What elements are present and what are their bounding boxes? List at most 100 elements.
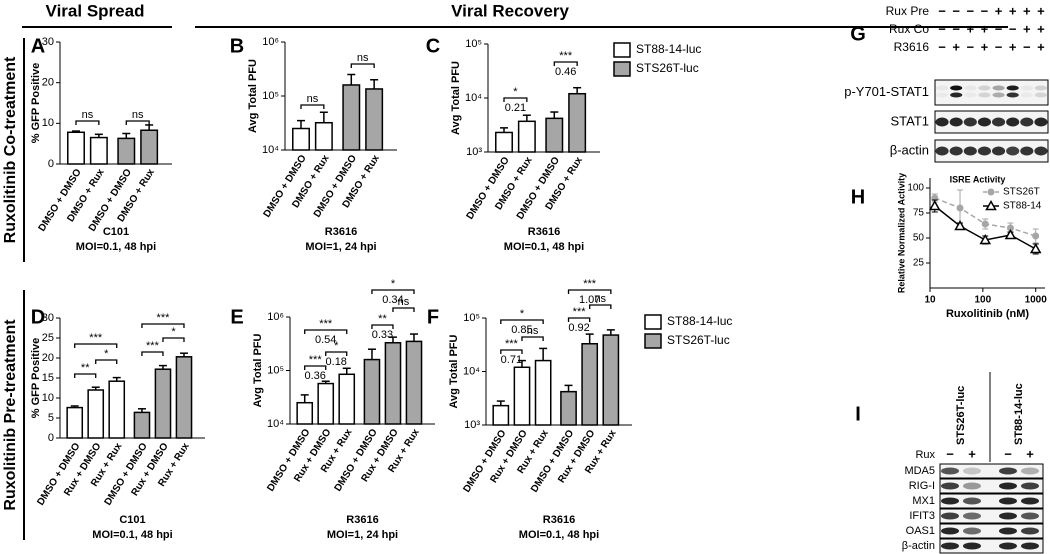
band [1034, 85, 1047, 91]
band [999, 482, 1017, 490]
blot-frame [939, 463, 1044, 479]
blot-label: β-actin [890, 142, 929, 157]
x-tick-label: 1000 [1025, 295, 1048, 306]
band [963, 497, 981, 505]
band [949, 117, 963, 127]
ratio-label: 0.33 [372, 329, 393, 341]
band [1020, 146, 1034, 156]
y-tick-label: 10⁴ [463, 365, 480, 377]
band [941, 512, 959, 520]
significance-label: * [391, 278, 396, 290]
significance-label: * [513, 86, 518, 98]
condition-sign: − [938, 39, 946, 54]
band [941, 497, 959, 505]
group-label: ST88-14-luc [1013, 383, 1025, 445]
legend-label: STS26T-luc [667, 333, 730, 347]
y-tick-label: 10³ [464, 419, 480, 431]
panel-letter: F [427, 306, 439, 328]
panel-letter: E [230, 306, 243, 328]
condition-sign: − [967, 3, 975, 18]
band [999, 467, 1017, 475]
legend-label: STS26T [1003, 187, 1040, 198]
marker [928, 199, 941, 211]
blot-frame [934, 79, 1049, 106]
legend-swatch [613, 42, 631, 58]
bracket [371, 289, 415, 294]
y-tick-label: 10 [42, 392, 54, 404]
y-tick-label: 5 [48, 412, 54, 424]
blot-label: MX1 [912, 495, 935, 507]
significance-label: *** [319, 318, 333, 330]
legend-label: ST88-14-luc [667, 314, 732, 328]
band [999, 512, 1017, 520]
panel-letter: H [851, 186, 865, 208]
band [941, 542, 959, 550]
y-tick-label: 10⁴ [267, 418, 284, 430]
y-tick-label: 10⁵ [465, 38, 482, 50]
ratio-label: 0.36 [305, 370, 326, 382]
y-axis-label: Avg Total PFU [247, 59, 259, 133]
bracket [125, 120, 150, 125]
condition-label: Rux Co [889, 22, 929, 36]
bracket [500, 319, 544, 324]
ratio-label: 0.21 [505, 102, 526, 114]
bar [545, 117, 564, 153]
y-axis-label: Avg Total PFU [448, 334, 460, 408]
band [1034, 117, 1048, 127]
bar [492, 404, 510, 426]
band [999, 527, 1017, 535]
y-tick-label: 20 [42, 77, 54, 89]
x-axis-label: Ruxolitinib (nM) [946, 308, 1029, 320]
blot-label: STAT1 [890, 113, 929, 128]
bar [568, 92, 587, 153]
marker [1029, 242, 1042, 254]
condition-sign: + [1023, 3, 1031, 18]
band [950, 92, 963, 98]
band [992, 92, 1005, 98]
y-tick-label: 10 [42, 117, 54, 129]
blot-frame [939, 478, 1044, 494]
y-axis-label: Avg Total PFU [252, 333, 264, 407]
band [999, 542, 1017, 550]
legend-swatch [613, 61, 631, 77]
significance-label: ns [307, 93, 319, 105]
condition-sign: − [995, 21, 1003, 36]
bar [365, 88, 384, 151]
y-tick-label: 30 [42, 312, 54, 324]
bar [342, 84, 361, 151]
caption: MOI=0.1, 48 hpi [76, 241, 156, 253]
band [1020, 85, 1033, 91]
bracket [300, 104, 325, 109]
panel-letter: G [850, 23, 866, 45]
legend-label: ST88-14 [1003, 201, 1042, 212]
y-tick-label: 10⁵ [267, 364, 284, 376]
marker [1006, 224, 1014, 232]
bar [87, 389, 105, 439]
condition-sign: − [967, 39, 975, 54]
band [1021, 497, 1039, 505]
y-tick-label: 30 [42, 36, 54, 48]
significance-label: ns [594, 293, 606, 305]
significance-label: *** [309, 354, 323, 366]
condition-sign: + [1023, 21, 1031, 36]
chart-title: ISRE Activity [950, 174, 1006, 184]
panel-letter: B [230, 35, 244, 57]
significance-label: *** [146, 340, 160, 352]
band [999, 497, 1017, 505]
section-header: Viral Spread [46, 1, 145, 20]
bracket [141, 323, 185, 328]
caption: MOI=0.1, 48 hpi [504, 241, 584, 253]
blot-label: RIG-I [909, 480, 935, 492]
bracket [553, 61, 578, 66]
blot-frame [939, 538, 1044, 554]
ratio-label: 0.85 [511, 324, 532, 336]
bar [581, 343, 599, 426]
bar [384, 342, 402, 425]
blot-label: β-actin [902, 540, 935, 552]
panel-letter: C [426, 35, 440, 57]
marker [956, 204, 964, 212]
blot-frame [939, 508, 1044, 524]
bracket [350, 63, 375, 68]
band [941, 482, 959, 490]
